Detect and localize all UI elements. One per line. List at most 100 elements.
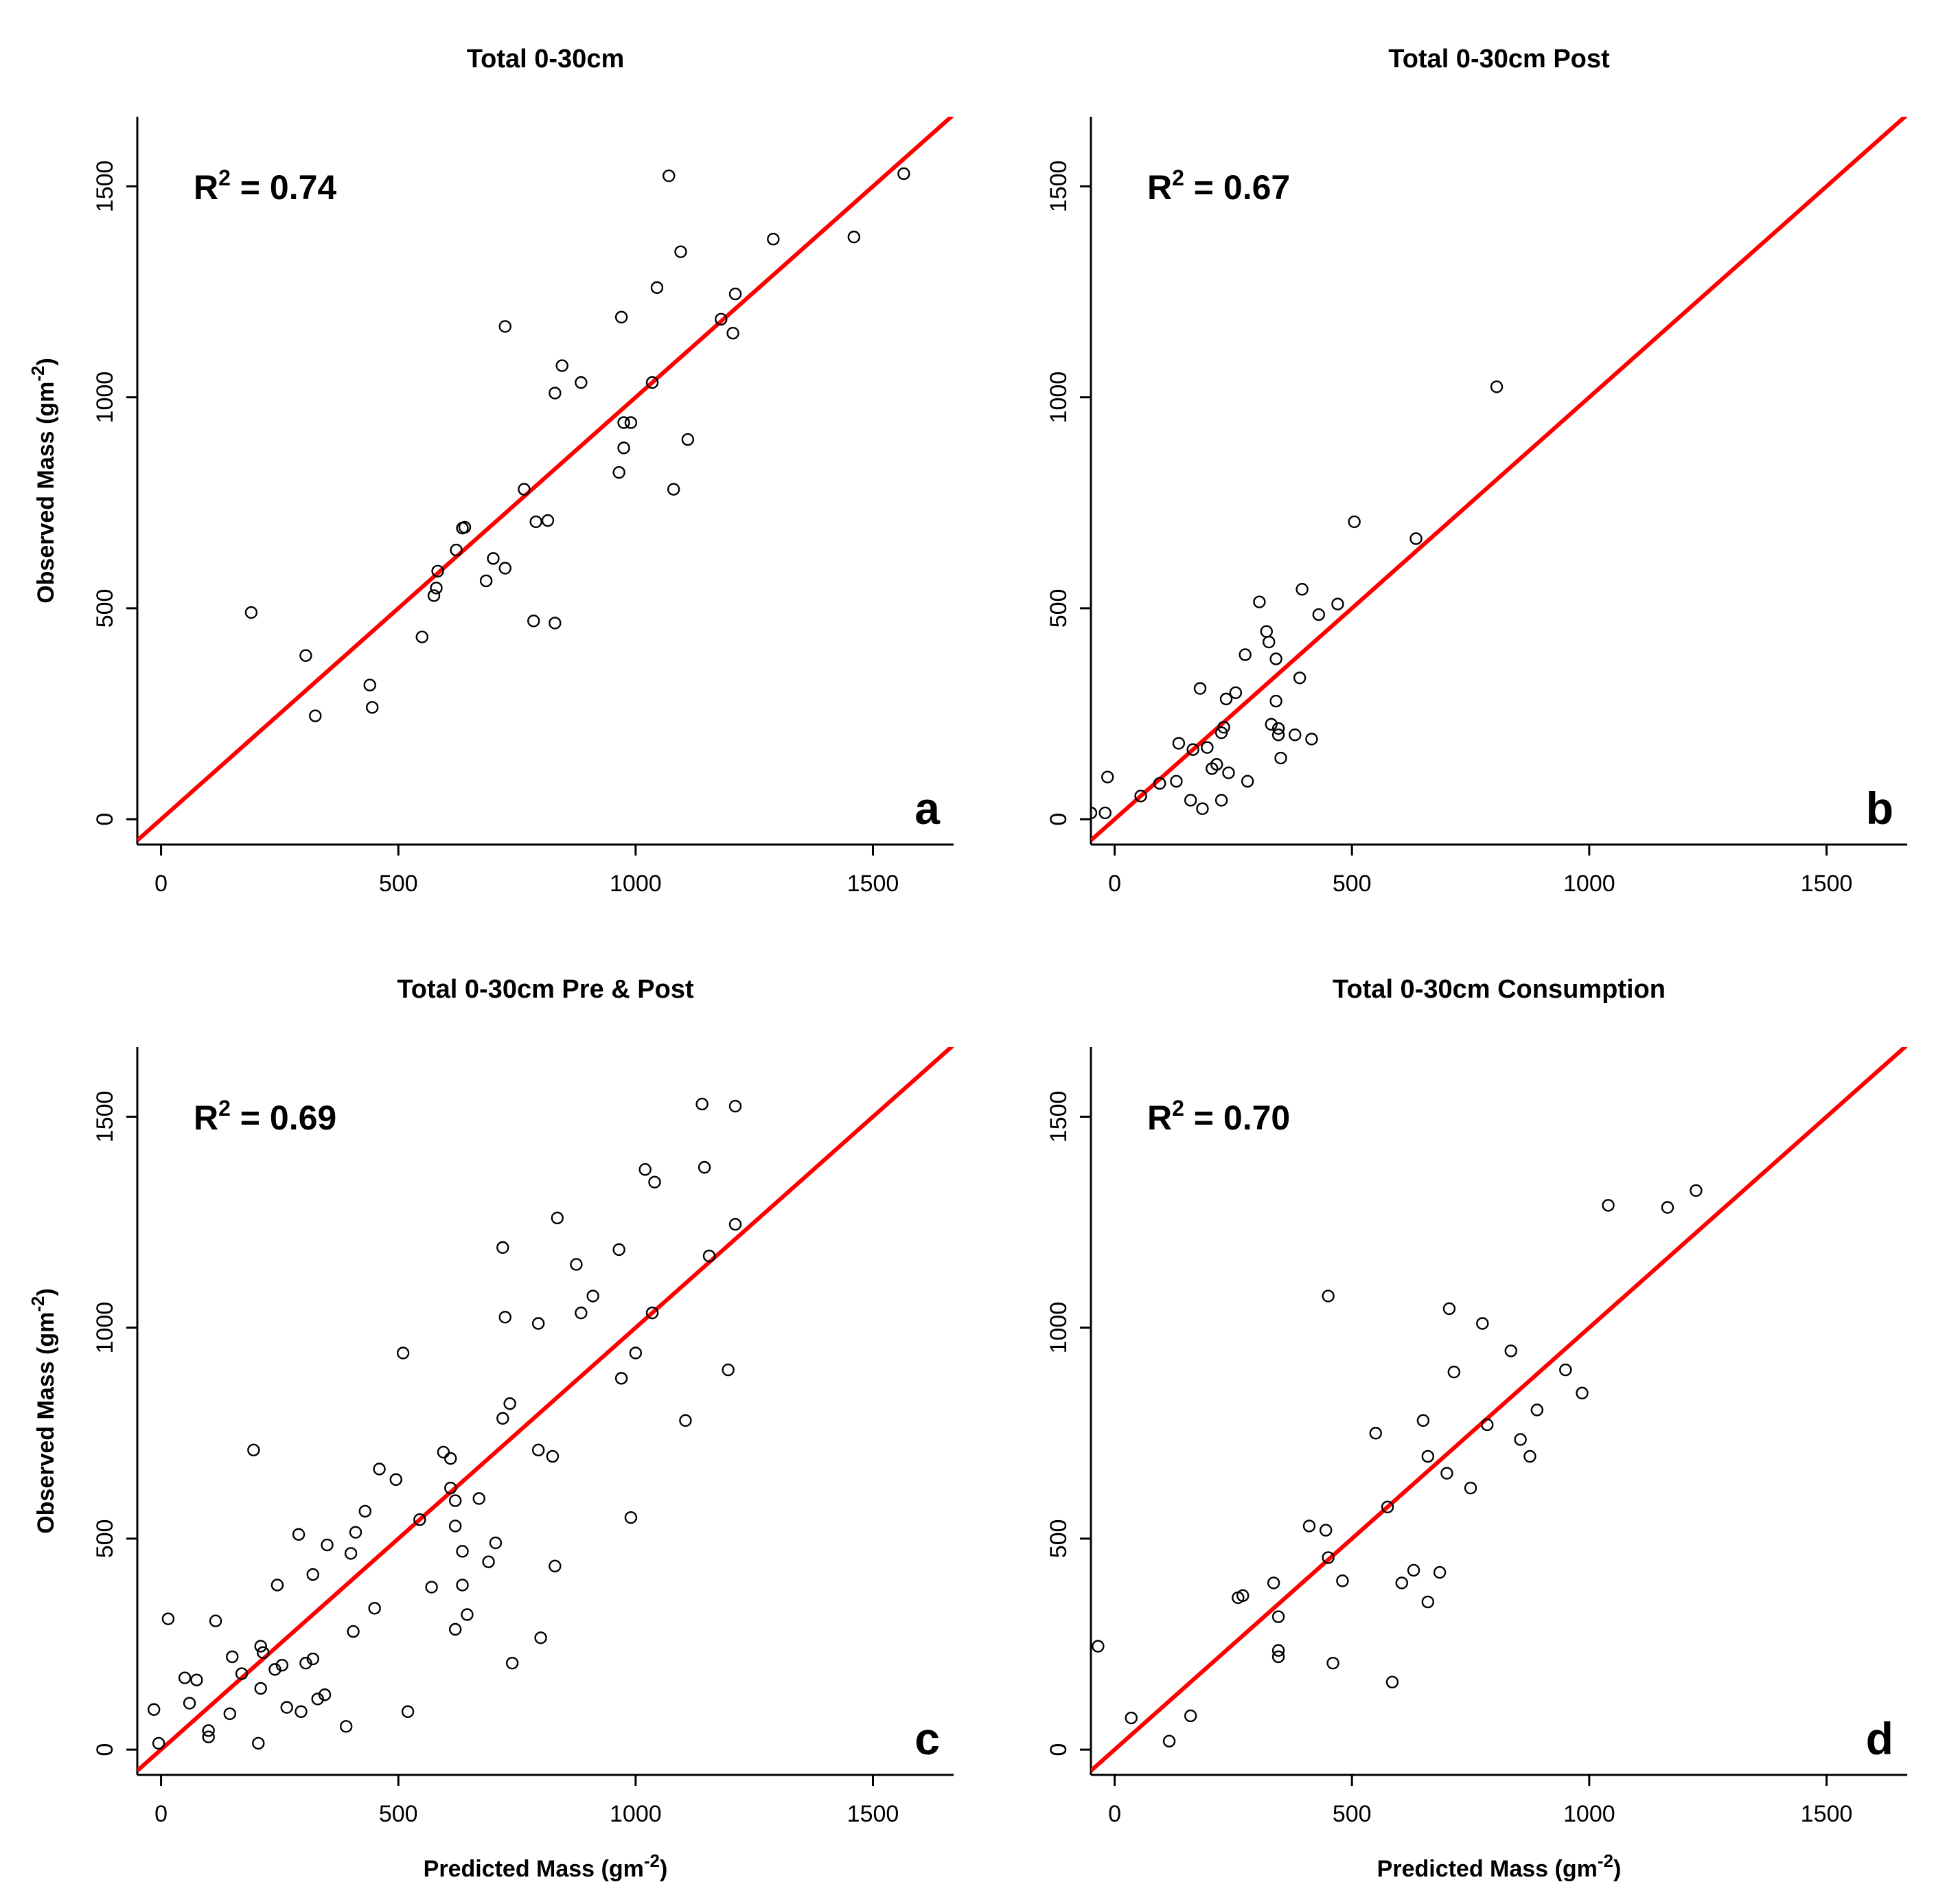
data-point: [1348, 515, 1361, 529]
y-tick-label: 1000: [92, 371, 118, 424]
data-point: [726, 327, 739, 340]
data-point: [674, 245, 687, 258]
data-point: [347, 1625, 360, 1638]
data-point: [614, 1372, 628, 1385]
data-point: [648, 1175, 661, 1189]
data-point: [1271, 1650, 1285, 1664]
data-point: [299, 649, 312, 662]
data-points: [244, 167, 910, 722]
data-point: [1296, 583, 1309, 596]
data-point: [498, 562, 511, 575]
chart-title: Total 0-30cm: [467, 45, 624, 73]
x-tick-label: 1000: [1563, 871, 1615, 897]
y-label-close: ): [33, 1288, 59, 1296]
data-point: [715, 312, 728, 326]
data-point: [624, 1511, 638, 1524]
y-tick-label: 500: [1046, 1519, 1072, 1559]
data-point: [444, 1452, 457, 1465]
panel-b: Total 0-30cm Post 0 500 1000 1500 0 500 1000 150…: [1046, 45, 1907, 897]
data-point: [482, 1555, 495, 1568]
data-point: [1134, 790, 1147, 803]
data-point: [531, 1443, 545, 1457]
r2-letter: R: [194, 168, 218, 207]
r2-value: = 0.70: [1184, 1099, 1290, 1137]
panel-d: Total 0-30cm Consumption 0 500 1000 1500 0 500…: [1046, 975, 1907, 1882]
data-point: [1265, 718, 1278, 731]
data-points: [1091, 380, 1504, 820]
data-point: [401, 1705, 415, 1719]
data-point: [1153, 777, 1166, 790]
chart-title: Total 0-30cm Pre & Post: [397, 975, 694, 1004]
data-point: [555, 359, 568, 372]
data-point: [448, 1519, 462, 1533]
y-tick-label: 0: [1046, 1743, 1072, 1756]
data-point: [349, 1526, 362, 1539]
data-point: [178, 1671, 192, 1684]
data-point: [306, 1652, 319, 1666]
x-tick-label: 0: [1108, 1801, 1121, 1827]
data-point: [437, 1445, 450, 1459]
data-point: [295, 1705, 308, 1719]
data-point: [183, 1697, 196, 1710]
data-point: [549, 1559, 562, 1573]
y-tick-label: 1000: [92, 1302, 118, 1354]
data-point: [1101, 770, 1114, 783]
data-point: [1289, 729, 1302, 742]
data-point: [275, 1659, 289, 1672]
data-point: [503, 1397, 516, 1410]
data-point: [431, 564, 444, 578]
data-point: [373, 1463, 386, 1476]
data-point: [415, 630, 428, 643]
data-point: [728, 1099, 742, 1113]
fit-line: [1091, 117, 1907, 842]
data-point: [1369, 1427, 1382, 1440]
data-point: [1442, 1302, 1456, 1316]
data-point: [1302, 1519, 1316, 1533]
y-label-superscript: -2: [27, 366, 48, 382]
r2-letter: R: [1147, 1099, 1172, 1137]
data-point: [309, 709, 322, 722]
data-point: [396, 1346, 410, 1360]
data-point: [624, 416, 638, 429]
data-point: [425, 1581, 438, 1594]
data-point: [679, 1414, 692, 1427]
data-point: [1326, 1656, 1339, 1670]
data-point: [496, 1412, 509, 1425]
x-tick-label: 0: [154, 1801, 168, 1827]
x-tick-label: 500: [379, 871, 418, 897]
data-point: [1091, 806, 1098, 820]
data-point: [190, 1673, 203, 1686]
panel-c: Total 0-30cm Pre & Post 0 500 1000 1500 0 500 1…: [27, 975, 954, 1882]
data-point: [645, 1306, 659, 1320]
data-point: [1269, 694, 1282, 708]
data-point: [1409, 532, 1423, 545]
x-tick-label: 500: [1333, 871, 1372, 897]
data-point: [847, 230, 861, 244]
x-tick-label: 0: [154, 871, 168, 897]
x-tick-label: 0: [1108, 871, 1121, 897]
chart-title: Total 0-30cm Post: [1388, 45, 1610, 73]
data-point: [252, 1736, 265, 1750]
y-tick-label: 500: [1046, 589, 1072, 628]
data-point: [270, 1579, 284, 1592]
data-point: [292, 1528, 306, 1541]
chart-title: Total 0-30cm Consumption: [1333, 975, 1666, 1004]
r-squared-label: R2 = 0.70: [1147, 1096, 1290, 1137]
data-point: [1274, 751, 1287, 765]
x-tick-label: 500: [1333, 1801, 1372, 1827]
data-point: [448, 1622, 462, 1636]
y-label-text: Observed Mass (gm: [33, 1312, 59, 1534]
data-point: [645, 376, 659, 389]
data-point: [551, 1211, 564, 1225]
data-point: [427, 589, 441, 602]
data-point: [1267, 1576, 1280, 1590]
r2-superscript: 2: [218, 1096, 231, 1121]
data-point: [498, 320, 511, 333]
y-label-text: Observed Mass (gm: [33, 382, 59, 604]
data-point: [344, 1547, 358, 1560]
data-point: [1201, 741, 1214, 754]
data-point: [1322, 1289, 1335, 1303]
data-point: [1263, 635, 1276, 649]
data-point: [1186, 743, 1199, 756]
data-point: [702, 1249, 716, 1263]
